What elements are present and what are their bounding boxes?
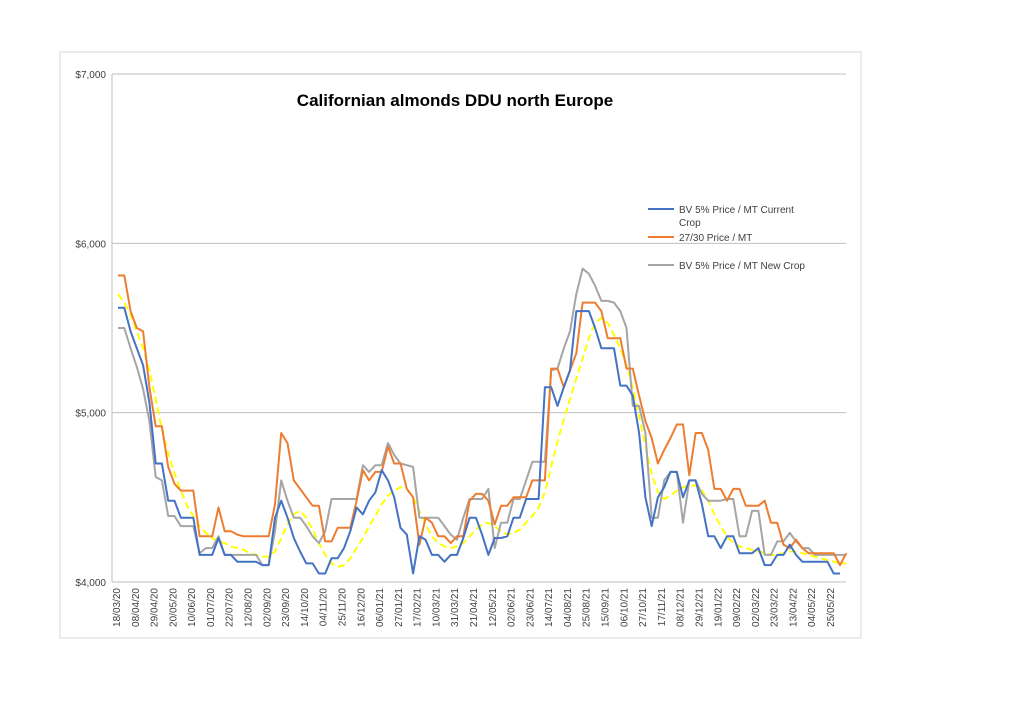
series-line-2 [118,267,847,567]
legend-label-current-crop-line2: Crop [679,218,701,229]
y-tick-label: $4,000 [75,578,106,589]
legend-label-27-30: 27/30 Price / MT [679,233,752,244]
x-tick-label: 08/04/20 [131,588,142,627]
x-tick-label: 27/10/21 [638,588,649,627]
x-tick-label: 04/11/20 [319,588,330,627]
x-tick-label: 25/11/20 [337,588,348,627]
x-tick-label: 01/07/20 [206,588,217,627]
x-tick-label: 27/01/21 [394,588,405,627]
x-tick-label: 06/01/21 [375,588,386,627]
y-tick-label: $7,000 [75,70,106,81]
x-tick-label: 25/08/21 [582,588,593,627]
x-tick-label: 12/05/21 [488,588,499,627]
x-tick-label: 14/10/20 [300,588,311,627]
legend-label-current-crop-line1: BV 5% Price / MT Current [679,205,794,216]
y-axis-tick-labels: $4,000 $5,000 $6,000 $7,000 [75,70,106,589]
x-tick-label: 10/03/21 [431,588,442,627]
series-lines [117,267,848,575]
x-tick-label: 10/06/20 [187,588,198,627]
x-tick-label: 15/09/21 [601,588,612,627]
x-tick-label: 08/12/21 [676,588,687,627]
x-tick-label: 02/09/20 [262,588,273,627]
x-tick-label: 22/07/20 [225,588,236,627]
x-tick-label: 12/08/20 [244,588,255,627]
x-tick-label: 14/07/21 [544,588,555,627]
x-tick-label: 20/05/20 [168,588,179,627]
x-tick-label: 31/03/21 [450,588,461,627]
x-tick-label: 02/06/21 [507,588,518,627]
x-tick-label: 18/03/20 [112,588,123,627]
y-tick-label: $6,000 [75,239,106,250]
legend-label-new-crop: BV 5% Price / MT New Crop [679,261,805,272]
x-tick-label: 09/02/22 [732,588,743,627]
x-tick-label: 19/01/22 [713,588,724,627]
x-tick-label: 06/10/21 [619,588,630,627]
x-tick-label: 23/03/22 [770,588,781,627]
x-tick-label: 13/04/22 [788,588,799,627]
chart-title: Californian almonds DDU north Europe [297,91,613,110]
x-tick-label: 21/04/21 [469,588,480,627]
x-tick-label: 17/11/21 [657,588,668,627]
y-tick-label: $5,000 [75,409,106,420]
x-tick-label: 23/06/21 [525,588,536,627]
series-line-1 [118,274,848,567]
x-tick-label: 04/05/22 [807,588,818,627]
x-tick-label: 02/03/22 [751,588,762,627]
x-tick-label: 04/08/21 [563,588,574,627]
series-line-0 [118,306,840,575]
chart-border [59,51,862,639]
legend-label-current-crop: BV 5% Price / MT Current Crop [679,205,797,229]
series-line-3 [117,293,847,568]
x-tick-label: 16/12/20 [356,588,367,627]
x-tick-label: 17/02/21 [413,588,424,627]
x-tick-label: 23/09/20 [281,588,292,627]
x-tick-label: 29/04/20 [150,588,161,627]
x-tick-label: 29/12/21 [694,588,705,627]
x-tick-label: 25/05/22 [826,588,837,627]
x-axis-tick-labels: 18/03/20 08/04/20 29/04/20 20/05/20 10/06/20… [112,588,837,627]
gridlines [111,73,846,583]
legend: BV 5% Price / MT Current Crop 27/30 Pric… [648,205,805,272]
